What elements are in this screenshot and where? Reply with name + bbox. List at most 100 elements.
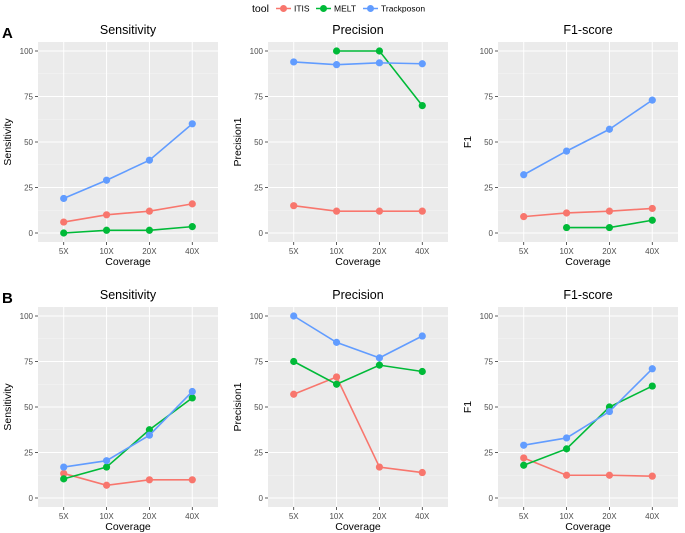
x-tick-label: 20X: [372, 512, 387, 521]
y-tick-label: 100: [480, 47, 494, 56]
chart-title: Precision: [332, 23, 383, 37]
x-tick-label: 10X: [329, 247, 344, 256]
series-melt: [332, 47, 426, 110]
data-point-melt-20x: [145, 426, 154, 434]
series-trackposon: [520, 365, 656, 449]
series-line-itis: [293, 375, 423, 474]
series-line-trackposon: [293, 315, 423, 359]
y-tick-label: 25: [24, 184, 33, 193]
chart-title: F1-score: [563, 288, 612, 302]
x-tick-label: 5X: [289, 247, 299, 256]
data-point-trackposon-20x: [375, 59, 384, 67]
panel-tag-a: A: [2, 25, 13, 42]
x-tick-label: 40X: [645, 247, 660, 256]
x-tick-label: 5X: [519, 247, 529, 256]
chart-title: F1-score: [563, 23, 612, 37]
y-tick-label: 50: [254, 138, 263, 147]
y-tick-label: 75: [484, 93, 493, 102]
x-axis-title: Coverage: [335, 521, 381, 533]
data-point-trackposon-40x: [188, 120, 196, 128]
chart-panel-b-sensitivity: 0 25 50 75 100 5X 10X 20X 40X Sensitivity Coverage…: [2, 288, 218, 533]
data-point-itis-40x: [648, 204, 656, 213]
y-axis-title: Sensitivity: [2, 118, 14, 166]
x-tick-label: 40X: [185, 512, 200, 521]
series-line-trackposon: [523, 368, 653, 447]
data-point-trackposon-20x: [145, 156, 154, 164]
series-line-trackposon: [63, 123, 193, 200]
x-tick-label: 20X: [602, 512, 617, 521]
series-trackposon: [290, 58, 426, 69]
legend-entry-melt: MELT: [316, 4, 356, 14]
data-point-melt-20x: [605, 223, 614, 232]
x-tick-label: 10X: [99, 247, 114, 256]
x-tick-label: 40X: [415, 512, 430, 521]
series-line-itis: [523, 207, 653, 218]
y-tick-label: 50: [24, 403, 33, 412]
panels: 0 25 50 75 100 5X 10X 20X 40X Sensitivity Coverage…: [2, 23, 678, 533]
data-point-itis-5x: [520, 213, 528, 221]
series-line-trackposon: [523, 99, 653, 176]
y-axis-title: Sensitivity: [2, 383, 14, 431]
x-tick-label: 40X: [645, 512, 660, 521]
y-tick-label: 100: [480, 312, 494, 321]
legend-label: ITIS: [294, 4, 310, 14]
data-point-trackposon-10x: [332, 338, 341, 346]
data-point-melt-5x: [60, 475, 68, 483]
chart-panel-a-f1-score: 0 25 50 75 100 5X 10X 20X 40X F1-score Coverage F1: [462, 23, 678, 268]
x-axis-title: Coverage: [105, 521, 151, 533]
data-point-trackposon-5x: [60, 463, 68, 471]
y-tick-label: 25: [24, 449, 33, 458]
data-point-melt-10x: [102, 226, 111, 234]
series-line-itis: [293, 204, 423, 212]
data-point-melt-20x: [145, 226, 154, 234]
series-trackposon: [520, 96, 656, 179]
x-tick-label: 5X: [519, 512, 529, 521]
x-tick-label: 20X: [142, 247, 157, 256]
legend-key-point: [280, 5, 287, 12]
data-point-melt-20x: [375, 47, 384, 55]
data-point-itis-10x: [332, 373, 341, 381]
x-tick-label: 20X: [142, 512, 157, 521]
legend-label: Trackposon: [381, 4, 425, 14]
x-tick-label: 20X: [372, 247, 387, 256]
series-itis: [290, 373, 426, 477]
legend-label: MELT: [334, 4, 356, 14]
data-point-itis-20x: [145, 476, 154, 484]
data-point-melt-10x: [332, 47, 341, 55]
data-point-itis-10x: [562, 209, 571, 217]
y-tick-label: 75: [254, 358, 263, 367]
y-axis-title: Precision1: [232, 117, 244, 166]
data-point-itis-5x: [520, 454, 528, 462]
legend: tool ITIS MELT Trackposon: [252, 3, 425, 15]
y-tick-label: 0: [29, 494, 34, 503]
data-point-melt-40x: [418, 102, 426, 110]
series-trackposon: [60, 120, 196, 203]
legend-key-point: [320, 5, 327, 12]
data-point-trackposon-5x: [520, 171, 528, 179]
data-point-itis-40x: [418, 207, 426, 215]
x-axis-title: Coverage: [335, 256, 381, 268]
legend-entry-trackposon: Trackposon: [363, 4, 425, 14]
data-point-trackposon-10x: [332, 61, 341, 69]
series-melt: [562, 216, 656, 232]
data-point-trackposon-40x: [418, 332, 426, 340]
data-point-itis-20x: [375, 207, 384, 215]
y-tick-label: 100: [250, 312, 264, 321]
series-line-itis: [63, 203, 193, 223]
data-point-melt-10x: [562, 223, 571, 232]
data-point-melt-10x: [102, 463, 111, 471]
data-point-itis-5x: [60, 218, 68, 226]
legend-title: tool: [252, 3, 269, 15]
series-line-itis: [523, 457, 653, 477]
chart-title: Sensitivity: [100, 23, 157, 37]
x-axis-title: Coverage: [105, 256, 151, 268]
data-point-itis-40x: [188, 476, 196, 484]
x-tick-label: 40X: [185, 247, 200, 256]
legend-entry-itis: ITIS: [276, 4, 310, 14]
data-point-itis-20x: [145, 207, 154, 215]
chart-title: Sensitivity: [100, 288, 157, 302]
data-point-melt-40x: [188, 223, 196, 231]
series-line-itis: [63, 472, 193, 487]
y-axis-title: F1: [462, 136, 474, 148]
